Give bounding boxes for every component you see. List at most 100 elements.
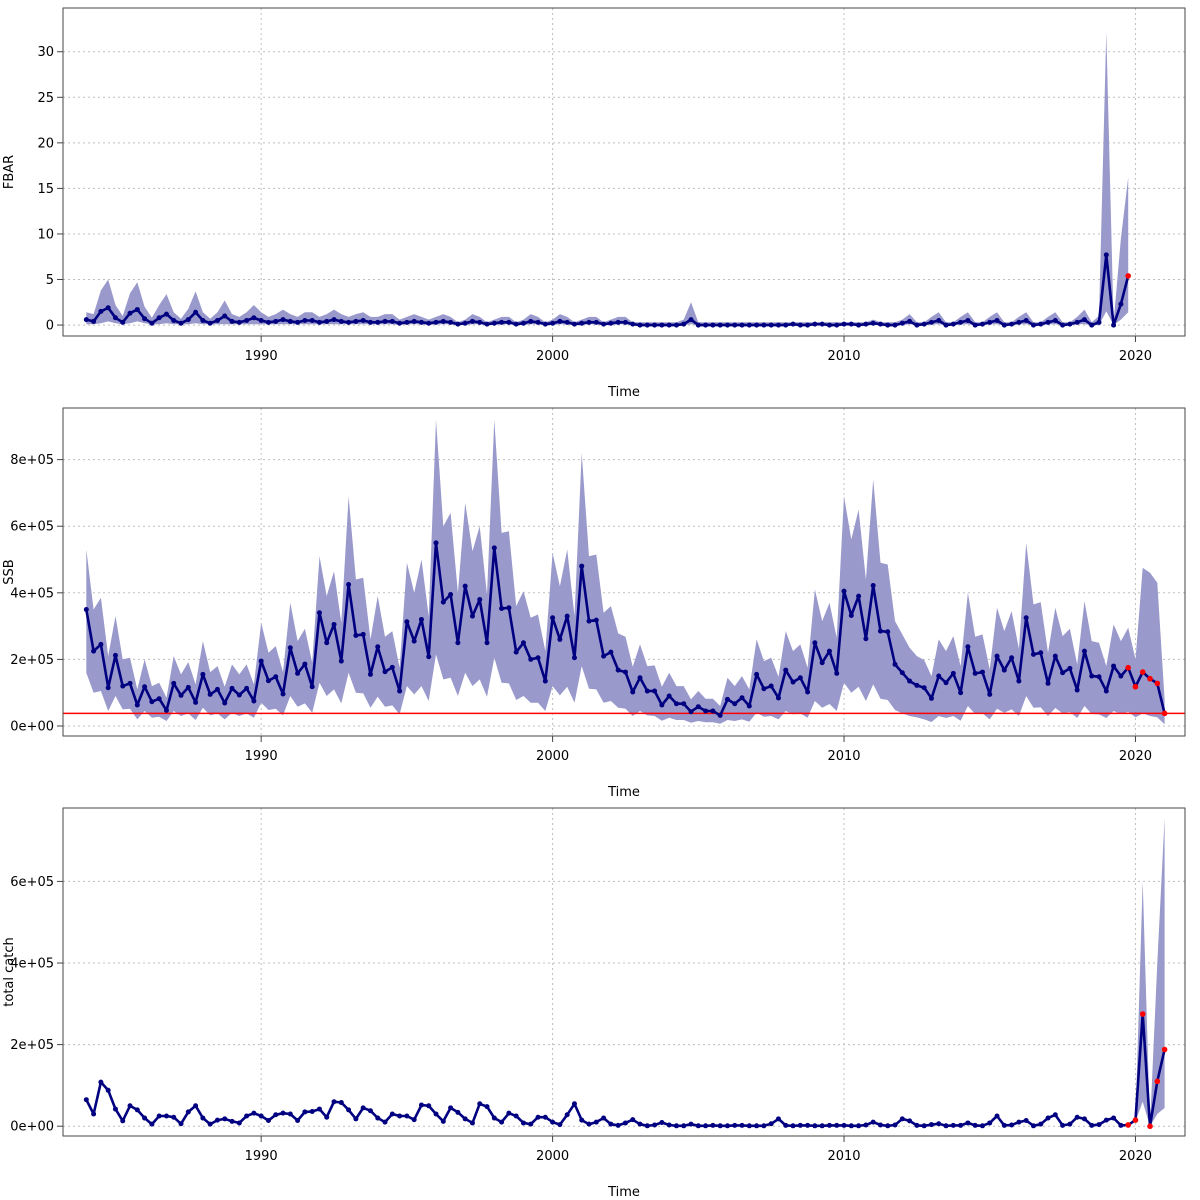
catch-point-4 [112,1106,118,1112]
catch-point-117 [936,1121,942,1127]
catch-point-16 [200,1115,206,1121]
fbar-point-22 [244,318,250,324]
fbar-point-19 [222,313,228,319]
catch-point-45 [411,1117,417,1123]
catch-point-114 [914,1122,920,1128]
ssb-point-82 [681,701,687,707]
fbar-point-14 [185,317,191,323]
ssb-point-119 [950,670,956,676]
fbar-point-108 [870,320,876,326]
fbar-point-17 [207,320,213,326]
fbar-point-24 [258,318,264,324]
ssb-point-5 [120,683,126,689]
fbar-point-84 [695,322,701,328]
ssb-point-116 [928,695,934,701]
ssb-xtick-label-2: 2010 [827,749,860,764]
ssb-point-28 [287,645,293,651]
ssb-point-20 [229,685,235,691]
fbar-point-136 [1074,319,1080,325]
fbar-point-127 [1009,321,1015,327]
fbar-point-23 [251,315,257,321]
fbar-point-87 [717,322,723,328]
ssb-point-24 [258,658,264,664]
catch-point-42 [389,1111,395,1117]
fbar-point-37 [353,318,359,324]
ssb-point-63 [542,678,548,684]
catch-point-73 [615,1122,621,1128]
catch-point-36 [346,1107,352,1113]
ssb-point-107 [863,636,869,642]
ssb-point-144 [1132,683,1139,690]
ssb-plot-frame [62,407,1186,737]
fbar-point-133 [1052,318,1058,324]
fbar-point-58 [506,319,512,325]
ssb-point-132 [1045,680,1051,686]
fbar-series-line [85,253,1130,327]
fbar-point-64 [550,320,556,326]
ssb-point-2 [98,641,104,647]
ssb-xtick-label-0: 1990 [245,749,278,764]
ssb-point-112 [899,670,905,676]
ssb-point-113 [907,678,913,684]
catch-point-95 [775,1116,781,1122]
fbar-point-71 [601,321,607,327]
catch-point-32 [316,1106,322,1112]
fbar-point-16 [200,318,206,324]
ssb-point-135 [1067,665,1073,671]
catch-point-112 [899,1116,905,1122]
catch-point-103 [834,1122,840,1128]
catch-point-121 [965,1120,971,1126]
ssb-ytick-label-0: 0e+00 [10,720,54,735]
ssb-point-13 [178,692,184,698]
ssb-point-67 [571,655,577,661]
ssb-point-71 [601,653,607,659]
fbar-point-51 [455,321,461,327]
catch-x-axis-label: Time [607,1185,640,1200]
catch-point-137 [1081,1116,1087,1122]
fbar-ytick-label-3: 15 [37,182,54,197]
catch-point-64 [550,1119,556,1125]
catch-point-142 [1118,1122,1124,1128]
catch-point-52 [462,1116,468,1122]
ssb-xtick-label-3: 2020 [1119,749,1152,764]
ssb-point-27 [280,691,286,697]
ssb-point-15 [193,699,199,705]
ssb-point-64 [550,615,556,621]
catch-point-63 [542,1114,548,1120]
ssb-point-53 [469,613,475,619]
ssb-point-98 [797,675,803,681]
catch-point-56 [491,1115,497,1121]
ssb-point-106 [856,593,862,599]
catch-point-72 [608,1121,614,1127]
fbar-point-7 [134,307,140,313]
catch-point-81 [673,1123,679,1129]
ssb-point-108 [870,582,876,588]
fbar-point-79 [659,322,665,328]
catch-point-100 [812,1123,818,1129]
fbar-point-117 [936,318,942,324]
ssb-point-65 [557,636,563,642]
catch-point-27 [280,1110,286,1116]
ssb-point-105 [848,612,854,618]
ssb-point-114 [914,682,920,688]
fbar-point-91 [746,322,752,328]
fbar-point-119 [950,321,956,327]
ssb-point-89 [732,701,738,707]
ssb-point-33 [324,640,330,646]
ssb-point-31 [309,684,315,690]
fbar-point-130 [1030,322,1036,328]
catch-point-88 [724,1123,730,1129]
ssb-point-62 [535,655,541,661]
fbar-point-126 [1001,322,1007,328]
catch-point-68 [579,1117,585,1123]
fbar-point-106 [856,322,862,328]
ssb-point-43 [397,688,403,694]
fbar-point-42 [389,318,395,324]
catch-point-39 [367,1108,373,1114]
fbar-point-12 [171,318,177,324]
ssb-point-140 [1103,688,1109,694]
fbar-point-104 [841,321,847,327]
fbar-point-28 [287,318,293,324]
fbar-ytick-label-5: 25 [37,91,54,106]
